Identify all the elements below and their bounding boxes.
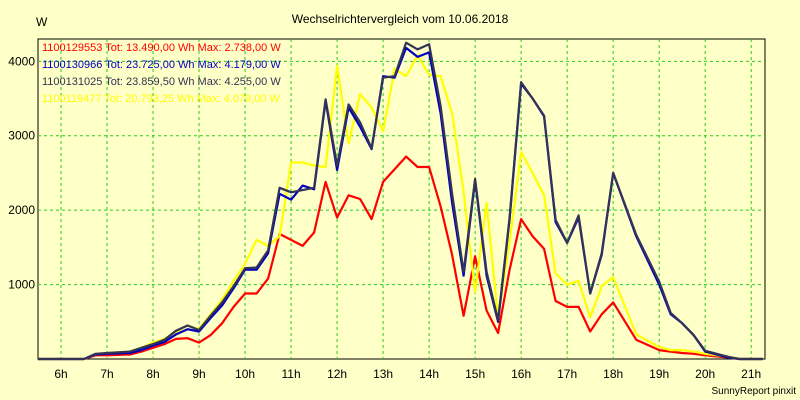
x-tick-label: 14h: [419, 367, 439, 381]
x-tick-label: 8h: [146, 367, 159, 381]
y-tick-label: 2000: [8, 203, 35, 217]
x-tick-label: 17h: [557, 367, 577, 381]
x-tick-label: 16h: [511, 367, 531, 381]
x-tick-label: 18h: [603, 367, 623, 381]
legend: 1100129553 Tot: 13.490,00 Wh Max: 2.738,…: [42, 42, 281, 105]
x-tick-label: 13h: [373, 367, 393, 381]
x-tick-label: 19h: [649, 367, 669, 381]
x-tick-label: 15h: [465, 367, 485, 381]
y-tick-label: 3000: [8, 129, 35, 143]
series-line-1100131025: [38, 41, 763, 361]
x-tick-label: 9h: [192, 367, 205, 381]
y-tick-label: 4000: [8, 54, 35, 68]
x-tick-label: 7h: [100, 367, 113, 381]
legend-entry: 1100131025 Tot: 23.859,50 Wh Max: 4.255,…: [42, 76, 281, 88]
x-tick-label: 6h: [54, 367, 67, 381]
x-axis-ticks: 6h 7h 8h 9h 10h 11h 12h 13h 14h 15h 16h 17h 18h 19h 20…: [54, 367, 761, 381]
chart-title: Wechselrichtervergleich vom 10.06.2018: [292, 12, 509, 26]
plot-area: [37, 38, 766, 360]
y-axis-label: W: [36, 15, 48, 29]
legend-entry: 1100119477 Tot: 20.793,25 Wh Max: 4.079,…: [42, 93, 281, 105]
legend-entry: 1100130966 Tot: 23.725,00 Wh Max: 4.179,…: [42, 59, 281, 71]
series-line-1100129553: [38, 155, 763, 361]
x-tick-label: 10h: [235, 367, 255, 381]
x-tick-label: 11h: [281, 367, 300, 381]
legend-entry: 1100129553 Tot: 13.490,00 Wh Max: 2.738,…: [42, 42, 281, 54]
x-tick-label: 12h: [327, 367, 347, 381]
grid: [38, 39, 765, 359]
x-tick-label: 21h: [741, 367, 761, 381]
footer-credit: SunnyReport pinxit: [712, 386, 797, 397]
series-lines: [38, 41, 763, 361]
y-axis-ticks: 1000 2000 3000 4000: [8, 54, 35, 291]
x-tick-label: 20h: [695, 367, 715, 381]
y-tick-label: 1000: [8, 278, 35, 292]
